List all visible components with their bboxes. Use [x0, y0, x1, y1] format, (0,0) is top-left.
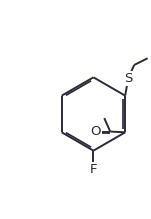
- Text: F: F: [90, 163, 97, 176]
- Text: O: O: [90, 125, 101, 138]
- Text: S: S: [124, 72, 132, 85]
